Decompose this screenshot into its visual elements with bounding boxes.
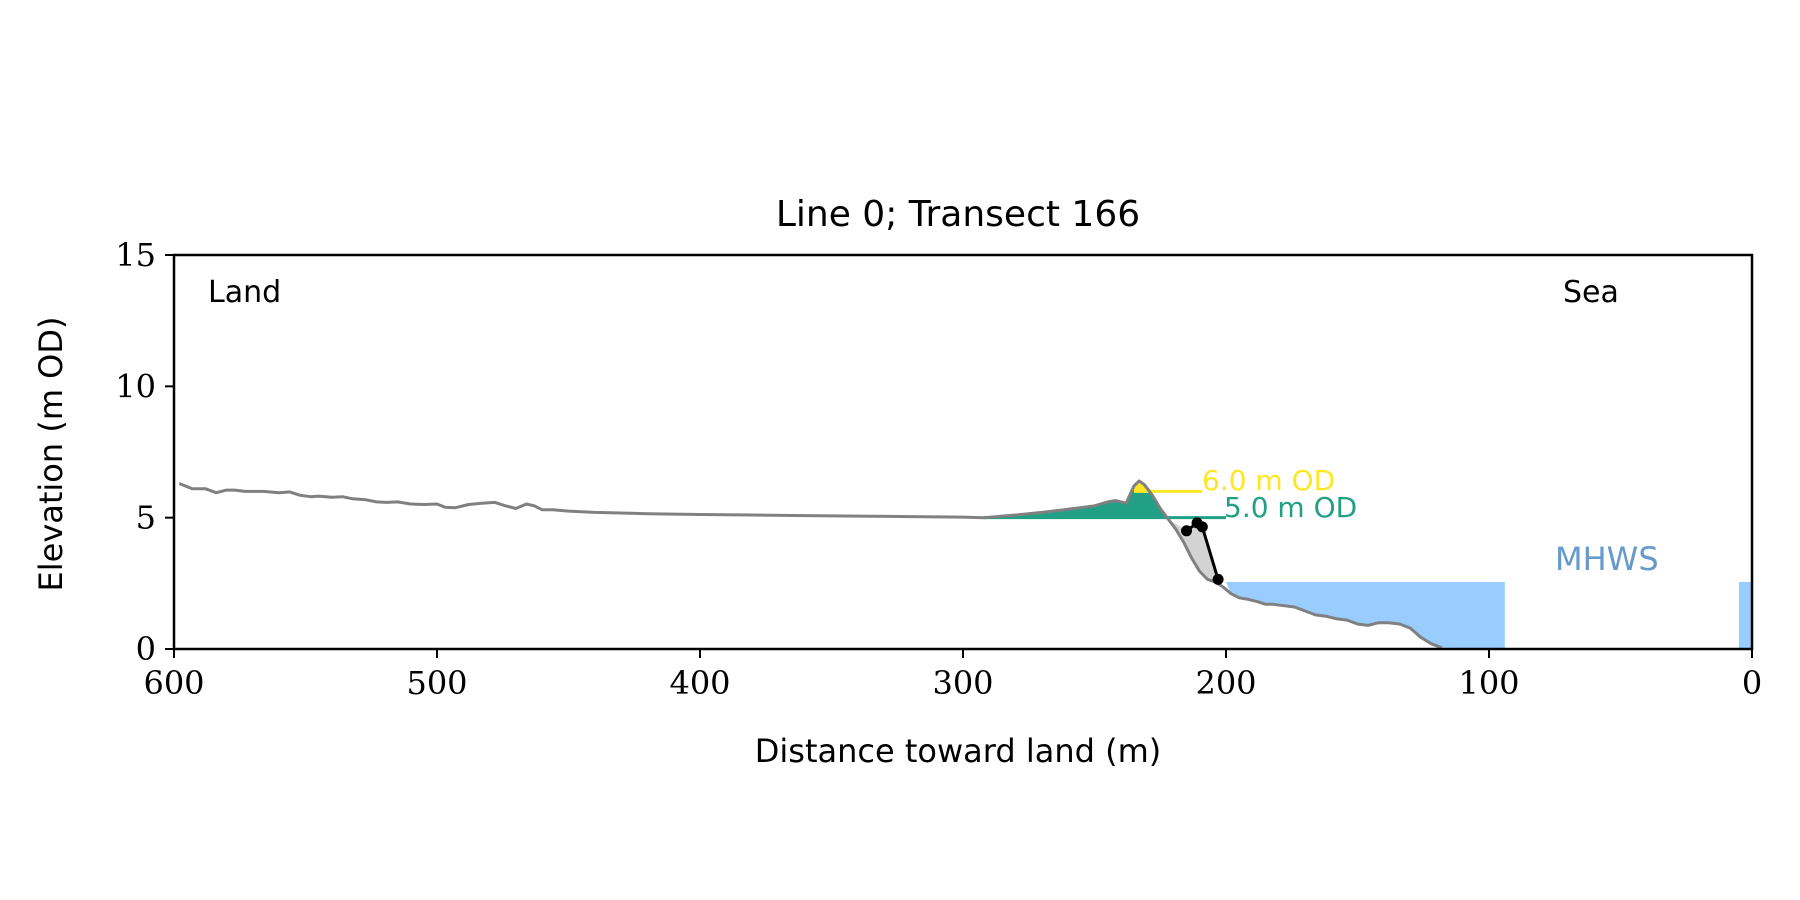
x-tick-label: 200 bbox=[1195, 664, 1256, 702]
axes-frame bbox=[172, 253, 1754, 651]
y-tick-label: 0 bbox=[136, 630, 156, 668]
axes-box bbox=[172, 253, 1754, 651]
y-axis-label: Elevation (m OD) bbox=[32, 317, 70, 592]
profile-line bbox=[178, 479, 1443, 650]
level-label-6m: 6.0 m OD bbox=[1202, 464, 1335, 497]
cliff-marker bbox=[1181, 525, 1193, 537]
plot-markers bbox=[1181, 517, 1224, 585]
sea-label: Sea bbox=[1563, 275, 1619, 310]
y-tick-label: 10 bbox=[115, 367, 156, 405]
axis-ticks: 600 500 400 300 200 100 0 0 5 10 15 bbox=[115, 236, 1762, 702]
mhws-water-band bbox=[1226, 582, 1505, 649]
x-tick-label: 100 bbox=[1458, 664, 1519, 702]
x-tick-label: 300 bbox=[932, 664, 993, 702]
x-tick-label: 600 bbox=[143, 664, 204, 702]
level-label-5m: 5.0 m OD bbox=[1224, 491, 1357, 524]
cliff-marker bbox=[1196, 521, 1208, 533]
x-tick-label: 500 bbox=[406, 664, 467, 702]
mhws-water-band bbox=[1738, 582, 1752, 649]
x-axis-label: Distance toward land (m) bbox=[755, 732, 1161, 770]
land-label: Land bbox=[208, 275, 281, 310]
fill-above-5m-od bbox=[984, 480, 1173, 518]
chart-title: Line 0; Transect 166 bbox=[776, 194, 1140, 235]
y-tick-label: 15 bbox=[115, 236, 156, 274]
x-tick-label: 0 bbox=[1742, 664, 1762, 702]
cliff-marker bbox=[1212, 573, 1224, 585]
mhws-label: MHWS bbox=[1555, 540, 1659, 578]
y-tick-label: 5 bbox=[136, 499, 156, 537]
x-tick-label: 400 bbox=[669, 664, 730, 702]
plot-lines bbox=[178, 479, 1443, 650]
